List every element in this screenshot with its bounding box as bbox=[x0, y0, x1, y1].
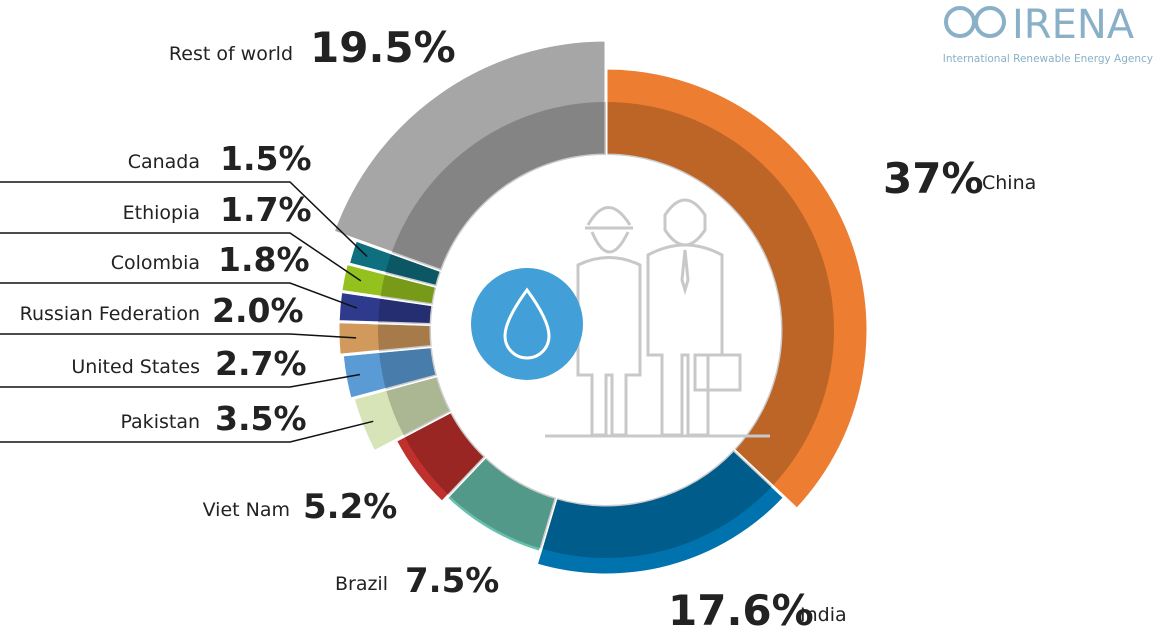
segment-inner-band bbox=[541, 449, 773, 558]
logo-tagline: International Renewable Energy Agency bbox=[943, 53, 1153, 65]
segment-inner-band bbox=[385, 375, 452, 437]
value-label: 3.5% bbox=[215, 399, 307, 438]
leader-line bbox=[0, 232, 362, 282]
category-label: Ethiopia bbox=[123, 202, 200, 224]
category-label: Colombia bbox=[111, 252, 200, 274]
value-label: 2.7% bbox=[215, 344, 307, 383]
value-label: 1.7% bbox=[220, 190, 312, 229]
value-label: 5.2% bbox=[303, 487, 397, 527]
leader-line bbox=[0, 333, 357, 339]
donut-segment bbox=[331, 38, 608, 273]
center-illustration bbox=[545, 198, 770, 438]
value-label: 17.6% bbox=[668, 586, 814, 633]
segment-inner-band bbox=[385, 252, 442, 287]
segment-inner-band bbox=[404, 411, 486, 496]
category-label: Brazil bbox=[335, 573, 388, 595]
donut bbox=[331, 38, 870, 577]
donut-segment bbox=[534, 447, 787, 577]
category-label: Viet Nam bbox=[203, 499, 290, 521]
illustration-briefcase bbox=[693, 353, 742, 392]
water-drop bbox=[503, 287, 551, 360]
value-label: 37% bbox=[883, 154, 984, 203]
category-label: India bbox=[800, 604, 847, 626]
logo-icon bbox=[974, 6, 1006, 38]
illustration-officer bbox=[646, 198, 724, 437]
logo: IRENA International Renewable Energy Age… bbox=[943, 2, 1153, 65]
category-label: Pakistan bbox=[120, 411, 200, 433]
leader-line bbox=[0, 282, 358, 309]
donut-segment bbox=[604, 66, 870, 512]
leader-line bbox=[0, 373, 361, 388]
segment-inner-band bbox=[379, 346, 438, 390]
leader-line bbox=[0, 181, 368, 258]
value-label: 7.5% bbox=[405, 561, 499, 601]
value-label: 1.5% bbox=[220, 139, 312, 178]
logo-name: IRENA bbox=[1012, 2, 1135, 48]
category-label: United States bbox=[71, 356, 200, 378]
leader-line bbox=[0, 420, 374, 443]
segment-inner-band bbox=[606, 102, 834, 487]
category-label: China bbox=[982, 172, 1036, 194]
segment-inner-band bbox=[391, 102, 606, 271]
segment-inner-band bbox=[380, 273, 437, 305]
value-label: 2.0% bbox=[212, 291, 304, 330]
value-label: 1.8% bbox=[218, 240, 310, 279]
segment-inner-band bbox=[378, 322, 432, 352]
illustration-worker bbox=[576, 206, 642, 437]
logo-icon bbox=[944, 6, 976, 38]
water-icon bbox=[471, 268, 583, 380]
category-label: Russian Federation bbox=[20, 303, 200, 325]
value-label: 19.5% bbox=[310, 23, 456, 72]
segment-inner-band bbox=[448, 456, 557, 549]
category-label: Rest of world bbox=[169, 43, 293, 65]
category-label: Canada bbox=[128, 151, 200, 173]
